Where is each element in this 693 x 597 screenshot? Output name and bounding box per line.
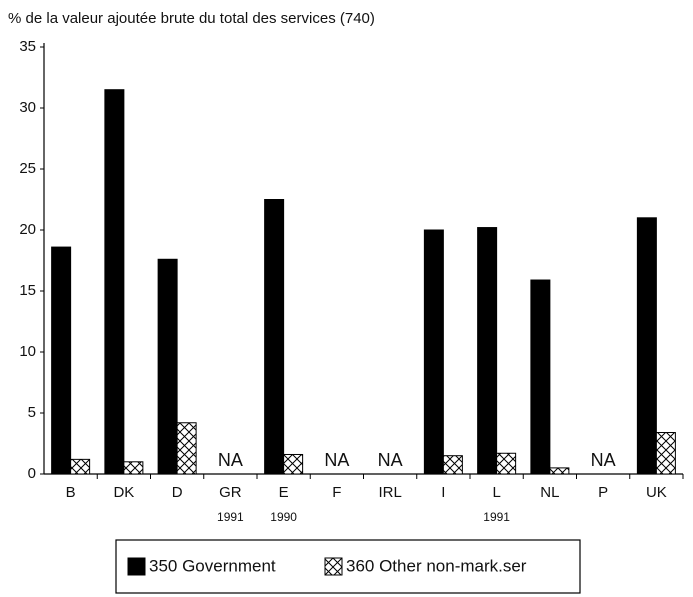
- bar: [496, 452, 517, 475]
- x-tick-label: L: [492, 484, 500, 501]
- bar: [51, 246, 72, 475]
- x-tick-note: 1991: [483, 510, 510, 524]
- y-tick-label: 0: [28, 465, 36, 482]
- legend-swatch: [324, 557, 343, 576]
- bar: [530, 279, 551, 475]
- x-tick-label: E: [279, 484, 289, 501]
- bar: [70, 458, 91, 475]
- x-tick-label: P: [598, 484, 608, 501]
- y-tick-label: 15: [19, 282, 36, 299]
- bar: [655, 432, 676, 475]
- legend-label: 360 Other non-mark.ser: [346, 556, 527, 575]
- y-tick-label: 5: [28, 404, 36, 421]
- bar: [283, 453, 304, 475]
- y-tick-label: 25: [19, 160, 36, 177]
- y-tick-label: 10: [19, 343, 36, 360]
- x-tick-label: F: [332, 484, 341, 501]
- bar: [442, 455, 463, 475]
- x-tick-label: GR: [219, 484, 242, 501]
- x-tick-label: D: [172, 484, 183, 501]
- x-tick-label: NL: [540, 484, 559, 501]
- na-label: NA: [218, 450, 243, 470]
- bar: [264, 199, 285, 475]
- y-tick-label: 35: [19, 38, 36, 55]
- bar: [636, 217, 657, 475]
- legend-swatch: [127, 557, 146, 576]
- bar: [423, 229, 444, 475]
- bar: [477, 227, 498, 475]
- na-label: NA: [378, 450, 403, 470]
- x-tick-label: B: [66, 484, 76, 501]
- x-tick-note: 1990: [270, 510, 297, 524]
- bar: [157, 258, 178, 475]
- x-tick-label: I: [441, 484, 445, 501]
- x-tick-note: 1991: [217, 510, 244, 524]
- x-tick-label: DK: [113, 484, 134, 501]
- legend-box: [115, 539, 581, 594]
- bar: [104, 89, 125, 475]
- na-label: NA: [591, 450, 616, 470]
- y-tick-label: 20: [19, 221, 36, 238]
- na-label: NA: [324, 450, 349, 470]
- x-tick-label: IRL: [378, 484, 401, 501]
- x-tick-label: UK: [646, 484, 667, 501]
- y-tick-label: 30: [19, 99, 36, 116]
- bar: [176, 422, 197, 475]
- bar: [549, 467, 570, 475]
- bar: [123, 461, 144, 475]
- legend-label: 350 Government: [149, 556, 276, 575]
- chart-title: % de la valeur ajoutée brute du total de…: [8, 10, 375, 27]
